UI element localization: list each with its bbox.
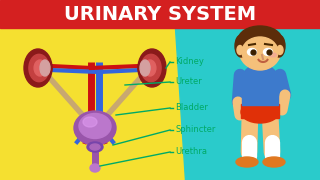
Polygon shape [175, 28, 320, 180]
Ellipse shape [238, 26, 282, 54]
Ellipse shape [24, 49, 52, 87]
Ellipse shape [29, 54, 49, 82]
Text: Bladder: Bladder [175, 103, 208, 112]
Ellipse shape [141, 54, 161, 82]
Bar [242, 80, 278, 105]
Ellipse shape [237, 46, 243, 55]
Ellipse shape [90, 164, 100, 172]
Text: Sphincter: Sphincter [175, 125, 215, 134]
Ellipse shape [74, 111, 116, 145]
Ellipse shape [34, 60, 46, 76]
Bar [0, 0, 320, 28]
Ellipse shape [277, 46, 283, 55]
Text: URINARY SYSTEM: URINARY SYSTEM [64, 4, 256, 24]
Text: Kidney: Kidney [175, 57, 204, 66]
Ellipse shape [44, 61, 52, 75]
Ellipse shape [236, 157, 258, 167]
Ellipse shape [140, 60, 150, 76]
Ellipse shape [87, 142, 103, 152]
Ellipse shape [40, 60, 50, 76]
Ellipse shape [144, 60, 156, 76]
Ellipse shape [273, 35, 285, 57]
Text: Ureter: Ureter [175, 78, 202, 87]
Ellipse shape [241, 101, 279, 123]
Ellipse shape [138, 49, 166, 87]
Polygon shape [0, 28, 185, 180]
Ellipse shape [90, 144, 100, 150]
Ellipse shape [138, 61, 146, 75]
Ellipse shape [83, 117, 97, 127]
Ellipse shape [235, 35, 247, 57]
Ellipse shape [263, 157, 285, 167]
Ellipse shape [263, 48, 273, 55]
Ellipse shape [79, 114, 111, 138]
Text: Urethra: Urethra [175, 147, 207, 156]
Bar [254, 58, 266, 68]
Ellipse shape [239, 30, 281, 70]
Ellipse shape [269, 53, 276, 57]
Ellipse shape [242, 37, 278, 67]
Ellipse shape [240, 64, 280, 106]
Bar [241, 104, 279, 118]
Ellipse shape [247, 48, 257, 55]
